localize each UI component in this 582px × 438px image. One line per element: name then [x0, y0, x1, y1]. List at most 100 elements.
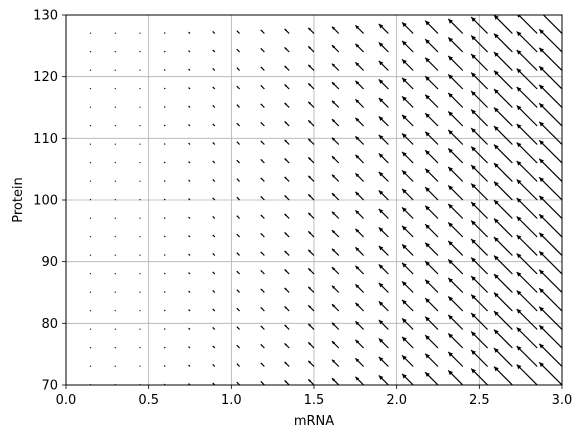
quiver-arrow	[212, 68, 216, 71]
quiver-arrow	[284, 139, 290, 145]
quiver-arrow	[378, 226, 389, 238]
quiver-arrow	[424, 112, 439, 127]
quiver-arrow	[538, 306, 562, 330]
quiver-arrow	[307, 249, 315, 256]
quiver-arrow	[89, 309, 92, 312]
quiver-arrow	[260, 195, 265, 201]
quiver-arrow	[236, 326, 241, 330]
quiver-arrow	[139, 124, 141, 127]
quiver-arrow	[284, 102, 290, 108]
quiver-arrow	[139, 180, 141, 182]
quiver-arrow	[378, 171, 389, 182]
quiver-arrow	[163, 309, 166, 312]
quiver-arrow	[447, 240, 464, 256]
quiver-arrow	[354, 339, 365, 349]
quiver-arrow	[284, 361, 290, 367]
quiver-arrow	[236, 363, 241, 367]
quiver-arrow	[188, 290, 191, 293]
quiver-arrow	[401, 77, 414, 90]
quiver-arrow	[139, 106, 141, 108]
quiver-arrow	[163, 328, 166, 330]
quiver-arrow	[378, 300, 389, 312]
quiver-arrow	[188, 253, 191, 256]
quiver-arrow	[188, 161, 191, 164]
quiver-arrow	[517, 15, 538, 34]
quiver-arrow	[424, 131, 439, 145]
quiver-arrow	[331, 377, 340, 385]
quiver-arrow	[89, 50, 92, 53]
quiver-arrow	[470, 368, 489, 385]
quiver-arrow	[516, 290, 538, 312]
quiver-arrow	[447, 277, 464, 293]
quiver-arrow	[284, 305, 290, 312]
quiver-arrow	[212, 364, 216, 367]
quiver-arrow	[538, 65, 562, 90]
quiver-arrow	[284, 213, 290, 219]
quiver-arrow	[516, 179, 538, 201]
quiver-arrow	[236, 307, 241, 312]
quiver-arrow	[114, 161, 117, 164]
quiver-arrow	[212, 179, 216, 182]
x-tick-label: 0.5	[138, 393, 159, 408]
quiver-arrow	[307, 304, 315, 312]
quiver-arrow	[331, 118, 340, 127]
quiver-arrow	[470, 275, 489, 293]
quiver-arrow	[212, 105, 216, 108]
quiver-arrow	[236, 159, 241, 164]
quiver-arrow	[114, 235, 117, 238]
quiver-arrow	[331, 63, 340, 71]
quiver-arrow	[260, 177, 265, 182]
quiver-arrow	[307, 119, 315, 127]
quiver-arrow	[188, 309, 191, 312]
quiver-arrow	[516, 68, 538, 90]
quiver-arrow	[493, 310, 513, 330]
quiver-arrow	[516, 197, 538, 219]
quiver-arrow	[284, 268, 290, 275]
quiver-arrow	[354, 80, 365, 90]
quiver-arrow	[378, 282, 389, 293]
quiver-arrow	[354, 135, 365, 145]
quiver-arrow	[236, 252, 241, 256]
x-tick-label: 3.0	[552, 393, 573, 408]
quiver-arrow	[331, 322, 340, 330]
quiver-arrow	[424, 168, 439, 182]
x-axis-ticks: 0.0 0.5 1.0 1.5 2.0 2.5 3.0	[56, 385, 573, 408]
quiver-arrow	[378, 374, 389, 385]
quiver-arrow	[447, 74, 464, 90]
quiver-arrow	[139, 346, 141, 349]
quiver-arrow	[89, 235, 92, 238]
quiver-arrow	[493, 15, 513, 34]
quiver-arrow	[188, 179, 191, 182]
y-axis-ticks: 70 80 90 100 110 120 130	[33, 9, 66, 394]
quiver-arrow	[354, 228, 365, 238]
quiver-arrow	[139, 328, 141, 330]
quiver-arrow	[362, 15, 364, 16]
quiver-arrow	[470, 294, 489, 312]
quiver-arrow	[378, 23, 389, 34]
quiver-arrow	[236, 48, 241, 53]
quiver-arrow	[493, 273, 513, 293]
quiver-arrow	[538, 121, 562, 145]
quiver-arrow	[307, 230, 315, 238]
quiver-arrow	[260, 140, 265, 145]
quiver-arrow	[163, 106, 166, 108]
quiver-arrow	[378, 41, 389, 53]
quiver-arrow	[139, 235, 141, 238]
quiver-arrow	[284, 231, 290, 238]
quiver-arrow	[493, 88, 513, 108]
quiver-arrow	[260, 325, 265, 330]
quiver-arrow	[493, 162, 513, 182]
quiver-arrow	[538, 102, 562, 127]
quiver-arrow	[516, 271, 538, 293]
quiver-arrow	[163, 198, 166, 201]
x-tick-label: 1.5	[304, 393, 325, 408]
quiver-arrow	[260, 84, 265, 90]
quiver-arrow	[354, 117, 365, 127]
quiver-arrow	[401, 280, 414, 293]
quiver-arrow	[114, 309, 117, 312]
quiver-arrow	[401, 336, 414, 349]
quiver-arrow	[307, 27, 315, 34]
quiver-arrow	[89, 161, 92, 164]
quiver-arrow	[493, 33, 513, 53]
